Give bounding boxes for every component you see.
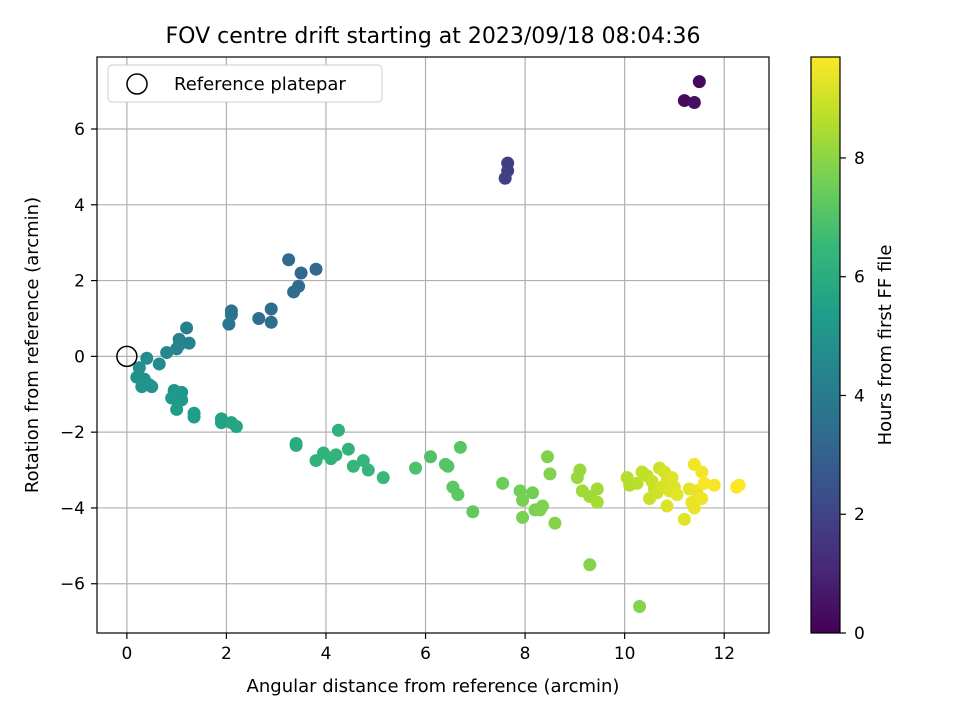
colorbar-gradient bbox=[811, 57, 840, 633]
data-point bbox=[630, 476, 644, 490]
data-point bbox=[543, 467, 557, 481]
data-point bbox=[466, 505, 480, 519]
data-point bbox=[660, 499, 674, 513]
data-point bbox=[331, 423, 345, 437]
data-point bbox=[498, 171, 512, 185]
data-point bbox=[451, 488, 465, 502]
data-point bbox=[583, 558, 597, 572]
data-point bbox=[687, 95, 701, 109]
data-point bbox=[180, 321, 194, 335]
data-point bbox=[309, 262, 323, 276]
data-point bbox=[496, 476, 510, 490]
colorbar-tick-label: 0 bbox=[854, 624, 865, 644]
y-tick-label: 0 bbox=[74, 347, 85, 367]
data-points bbox=[130, 75, 746, 613]
y-tick-label: −4 bbox=[60, 499, 85, 519]
data-point bbox=[677, 512, 691, 526]
plot-frame bbox=[96, 56, 770, 634]
y-tick-label: −6 bbox=[60, 575, 85, 595]
y-tick-label: 2 bbox=[74, 272, 85, 292]
grid bbox=[97, 57, 769, 633]
y-axis-label: Rotation from reference (arcmin) bbox=[22, 197, 43, 493]
data-point bbox=[540, 450, 554, 464]
data-point bbox=[187, 410, 201, 424]
x-tick-label: 10 bbox=[614, 644, 636, 664]
data-point bbox=[687, 501, 701, 515]
data-point bbox=[730, 480, 744, 494]
data-point bbox=[441, 459, 455, 473]
data-point bbox=[152, 357, 166, 371]
colorbar-tick-label: 4 bbox=[854, 386, 865, 406]
x-tick-label: 6 bbox=[420, 644, 431, 664]
x-tick-label: 2 bbox=[221, 644, 232, 664]
reference-marker bbox=[116, 345, 138, 368]
data-point bbox=[282, 253, 296, 267]
data-point bbox=[424, 450, 438, 464]
data-point bbox=[287, 285, 301, 299]
x-axis-label: Angular distance from reference (arcmin) bbox=[247, 676, 620, 697]
colorbar-label: Hours from first FF file bbox=[875, 245, 896, 446]
data-point bbox=[697, 476, 711, 490]
colorbar: 0 2 4 6 8 Hours from first FF file bbox=[810, 56, 896, 644]
data-point bbox=[361, 463, 375, 477]
data-point bbox=[707, 478, 721, 492]
data-point bbox=[692, 75, 706, 89]
data-point bbox=[516, 493, 530, 507]
data-point bbox=[453, 440, 467, 454]
data-point bbox=[182, 336, 196, 350]
data-point bbox=[170, 342, 184, 356]
x-tick-label: 0 bbox=[121, 644, 132, 664]
y-axis-ticks: 6 4 2 0 −2 −4 −6 bbox=[60, 120, 97, 595]
data-point bbox=[252, 311, 266, 325]
data-point bbox=[590, 482, 604, 496]
data-point bbox=[294, 266, 308, 280]
data-point bbox=[214, 416, 228, 430]
x-tick-label: 4 bbox=[321, 644, 332, 664]
data-point bbox=[264, 315, 278, 329]
data-point bbox=[677, 94, 691, 108]
data-point bbox=[222, 317, 236, 331]
data-point bbox=[695, 465, 709, 479]
y-tick-label: 6 bbox=[74, 120, 85, 140]
data-point bbox=[570, 471, 584, 485]
data-point bbox=[670, 488, 684, 502]
data-point bbox=[341, 442, 355, 456]
data-point bbox=[229, 419, 243, 433]
colorbar-tick-label: 8 bbox=[854, 149, 865, 169]
legend-label: Reference platepar bbox=[174, 74, 346, 95]
data-point bbox=[160, 346, 174, 360]
data-point bbox=[590, 495, 604, 509]
data-point bbox=[289, 438, 303, 452]
colorbar-frame bbox=[810, 56, 841, 634]
data-point bbox=[140, 351, 154, 365]
data-point bbox=[695, 491, 709, 505]
data-point bbox=[170, 402, 184, 416]
data-point bbox=[633, 599, 647, 613]
chart-title: FOV centre drift starting at 2023/09/18 … bbox=[166, 24, 701, 49]
data-point bbox=[346, 459, 360, 473]
data-point bbox=[533, 503, 547, 517]
data-point bbox=[548, 516, 562, 530]
y-tick-label: −2 bbox=[60, 423, 85, 443]
x-tick-label: 12 bbox=[713, 644, 735, 664]
data-point bbox=[526, 486, 540, 500]
colorbar-ticks: 0 2 4 6 8 bbox=[840, 149, 865, 644]
y-tick-label: 4 bbox=[74, 196, 85, 216]
colorbar-tick-label: 6 bbox=[854, 268, 865, 288]
data-point bbox=[264, 302, 278, 316]
x-axis-ticks: 0 2 4 6 8 10 12 bbox=[121, 633, 735, 664]
data-point bbox=[145, 380, 159, 394]
data-point bbox=[309, 454, 323, 468]
data-point bbox=[409, 461, 423, 475]
legend-box bbox=[107, 64, 383, 103]
legend: Reference platepar bbox=[107, 64, 383, 103]
legend-marker bbox=[126, 73, 148, 95]
colorbar-tick-label: 2 bbox=[854, 505, 865, 525]
x-tick-label: 8 bbox=[520, 644, 531, 664]
data-point bbox=[376, 471, 390, 485]
data-point bbox=[516, 510, 530, 524]
data-point bbox=[324, 452, 338, 466]
